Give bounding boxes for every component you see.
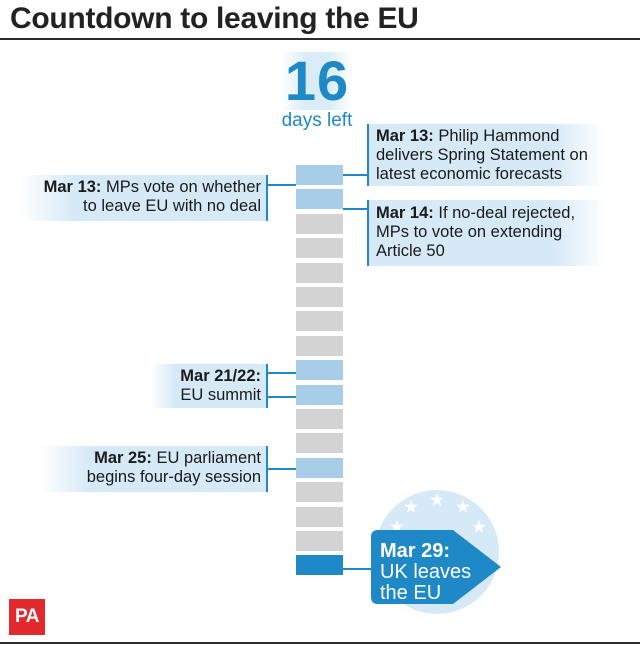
- counter-background: [281, 52, 353, 110]
- day-block: [296, 311, 343, 331]
- day-block: [296, 433, 343, 453]
- note-hammond-connector: [343, 174, 367, 176]
- note-summit-date: Mar 21/22:: [180, 367, 261, 385]
- pa-logo: PA: [9, 599, 45, 635]
- day-block: [296, 555, 343, 575]
- note-article50-date: Mar 14:: [376, 204, 434, 222]
- note-article50-line1: If no-deal rejected,: [433, 204, 576, 222]
- note-summit-connector-top: [268, 372, 296, 374]
- leave-arrow: [371, 530, 501, 604]
- note-hammond-date: Mar 13:: [376, 127, 434, 145]
- day-block: [296, 287, 343, 307]
- note-parliament-connector: [268, 468, 296, 470]
- note-parliament-date: Mar 25:: [94, 449, 152, 467]
- final-note: Mar 29: UK leaves the EU: [380, 541, 471, 604]
- note-parliament-line2: begins four-day session: [86, 468, 261, 486]
- page-title: Countdown to leaving the EU: [10, 2, 419, 35]
- note-parliament-bar: [266, 446, 268, 492]
- note-article50-line3: Article 50: [376, 242, 445, 260]
- day-block: [296, 482, 343, 502]
- note-parliament-line1: EU parliament: [151, 449, 261, 467]
- day-block: [296, 165, 343, 185]
- calendar-column: [296, 165, 343, 579]
- bottom-divider: [0, 642, 640, 644]
- day-block: [296, 385, 343, 405]
- note-hammond-line2: delivers Spring Statement on: [376, 146, 588, 164]
- day-block: [296, 336, 343, 356]
- day-block: [296, 214, 343, 234]
- title-divider: [0, 38, 640, 40]
- note-summit-connector-bottom: [268, 396, 296, 398]
- day-block: [296, 238, 343, 258]
- note-hammond-line3: latest economic forecasts: [376, 165, 563, 183]
- day-block: [296, 458, 343, 478]
- note-mps-vote-line1: MPs vote on whether: [101, 178, 261, 196]
- note-summit: Mar 21/22: EU summit: [150, 364, 266, 408]
- day-block: [296, 360, 343, 380]
- day-block: [296, 263, 343, 283]
- note-article50-line2: MPs to vote on extending: [376, 223, 563, 241]
- note-hammond-bar: [367, 124, 369, 186]
- day-block: [296, 507, 343, 527]
- final-line1: UK leaves: [380, 561, 472, 583]
- day-block: [296, 531, 343, 551]
- note-mps-vote-line2: to leave EU with no deal: [83, 197, 261, 215]
- note-article50-bar: [367, 200, 369, 266]
- note-mps-vote-bar: [266, 175, 268, 221]
- note-article50-connector: [343, 208, 367, 210]
- eu-stars-icon: [390, 493, 486, 533]
- days-left-number: 16: [284, 49, 350, 112]
- note-mps-vote-connector: [268, 184, 296, 186]
- note-mps-vote-date: Mar 13:: [43, 178, 102, 196]
- day-block: [296, 189, 343, 209]
- note-parliament: Mar 25: EU parliament begins four-day se…: [40, 446, 266, 492]
- final-line2: the EU: [380, 582, 442, 604]
- day-block: [296, 409, 343, 429]
- note-mps-vote: Mar 13: MPs vote on whether to leave EU …: [20, 175, 266, 221]
- days-left-label: days left: [281, 110, 353, 131]
- final-date: Mar 29:: [380, 540, 451, 562]
- note-hammond: Mar 13: Philip Hammond delivers Spring S…: [369, 124, 605, 186]
- note-article50: Mar 14: If no-deal rejected, MPs to vote…: [369, 200, 605, 266]
- note-hammond-line1: Philip Hammond: [433, 127, 560, 145]
- note-summit-line2: EU summit: [180, 386, 261, 404]
- note-summit-bar: [266, 364, 268, 408]
